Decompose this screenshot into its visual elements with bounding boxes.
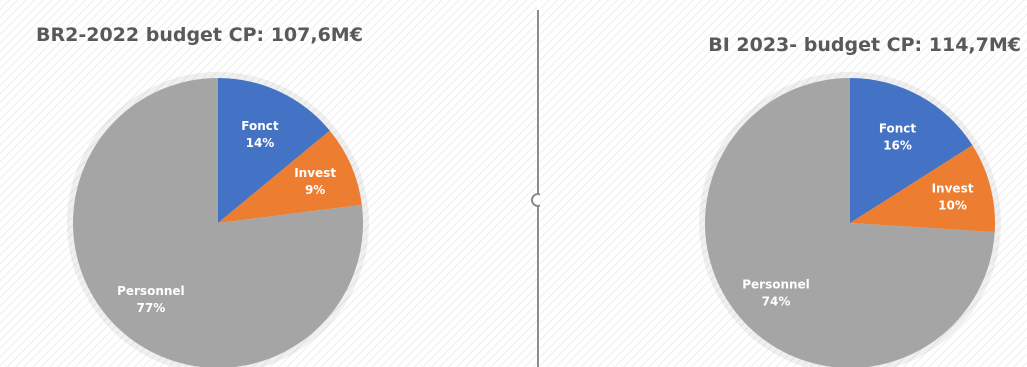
slice-label-name: Fonct <box>879 122 917 136</box>
slice-label-name: Fonct <box>241 119 279 133</box>
pie-chart-panel-br2-2022: BR2-2022 budget CP: 107,6M€ Fonct 14% Inve… <box>0 0 537 367</box>
pie-slice-invest[interactable] <box>850 145 995 233</box>
pie-slice-personnel[interactable] <box>73 78 363 367</box>
pie-slice-fonct[interactable] <box>218 78 330 223</box>
pie-slice-fonct[interactable] <box>850 78 973 223</box>
slice-label-value: 14% <box>246 136 275 150</box>
slice-label-name: Personnel <box>117 284 185 298</box>
pie-chart-panel-bi-2023: BI 2023- budget CP: 114,7M€ Fonct 16% Inve… <box>540 0 1027 367</box>
slice-label-name: Invest <box>294 166 336 180</box>
slice-label-value: 74% <box>762 294 791 308</box>
slice-label-value: 77% <box>137 301 166 315</box>
slice-label-value: 10% <box>938 199 967 213</box>
pie-chart: Fonct 16% Invest 10% Personnel 74% <box>699 72 1001 367</box>
chart-title: BI 2023- budget CP: 114,7M€ <box>708 34 1021 56</box>
slice-label-value: 16% <box>883 139 912 153</box>
pie-slice-personnel[interactable] <box>705 78 995 367</box>
pie-chart: Fonct 14% Invest 9% Personnel 77% <box>67 72 369 367</box>
chart-title: BR2-2022 budget CP: 107,6M€ <box>36 24 363 46</box>
pie-slice-invest[interactable] <box>218 130 362 223</box>
slice-label-value: 9% <box>305 183 325 197</box>
slice-label-name: Personnel <box>742 277 810 291</box>
slice-label-name: Invest <box>932 182 974 196</box>
panel-divider <box>537 10 539 367</box>
